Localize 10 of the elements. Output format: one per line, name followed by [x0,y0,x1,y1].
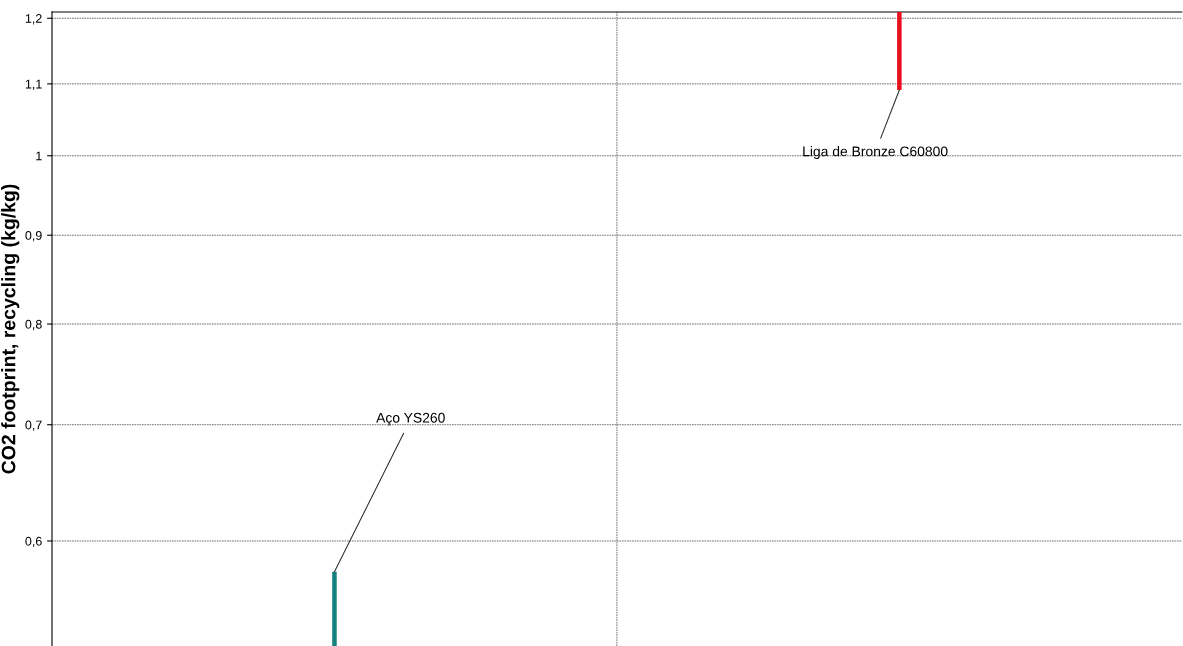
y-tick-label: 1,2 [25,14,42,25]
y-tick-label: 0,6 [25,536,42,548]
y-tick-label: 1 [36,151,42,161]
y-axis-title: CO2 footprint, recycling (kg/kg) [1,184,20,474]
y-tick-label: 0,7 [25,420,42,431]
annotation: Aço YS260 [376,412,445,426]
y-tick-label: 0,8 [25,319,42,331]
y-tick-label: 0,9 [25,231,42,242]
annotation: Liga de Bronze C60800 [803,146,948,160]
y-tick-label: 1,1 [25,79,42,90]
